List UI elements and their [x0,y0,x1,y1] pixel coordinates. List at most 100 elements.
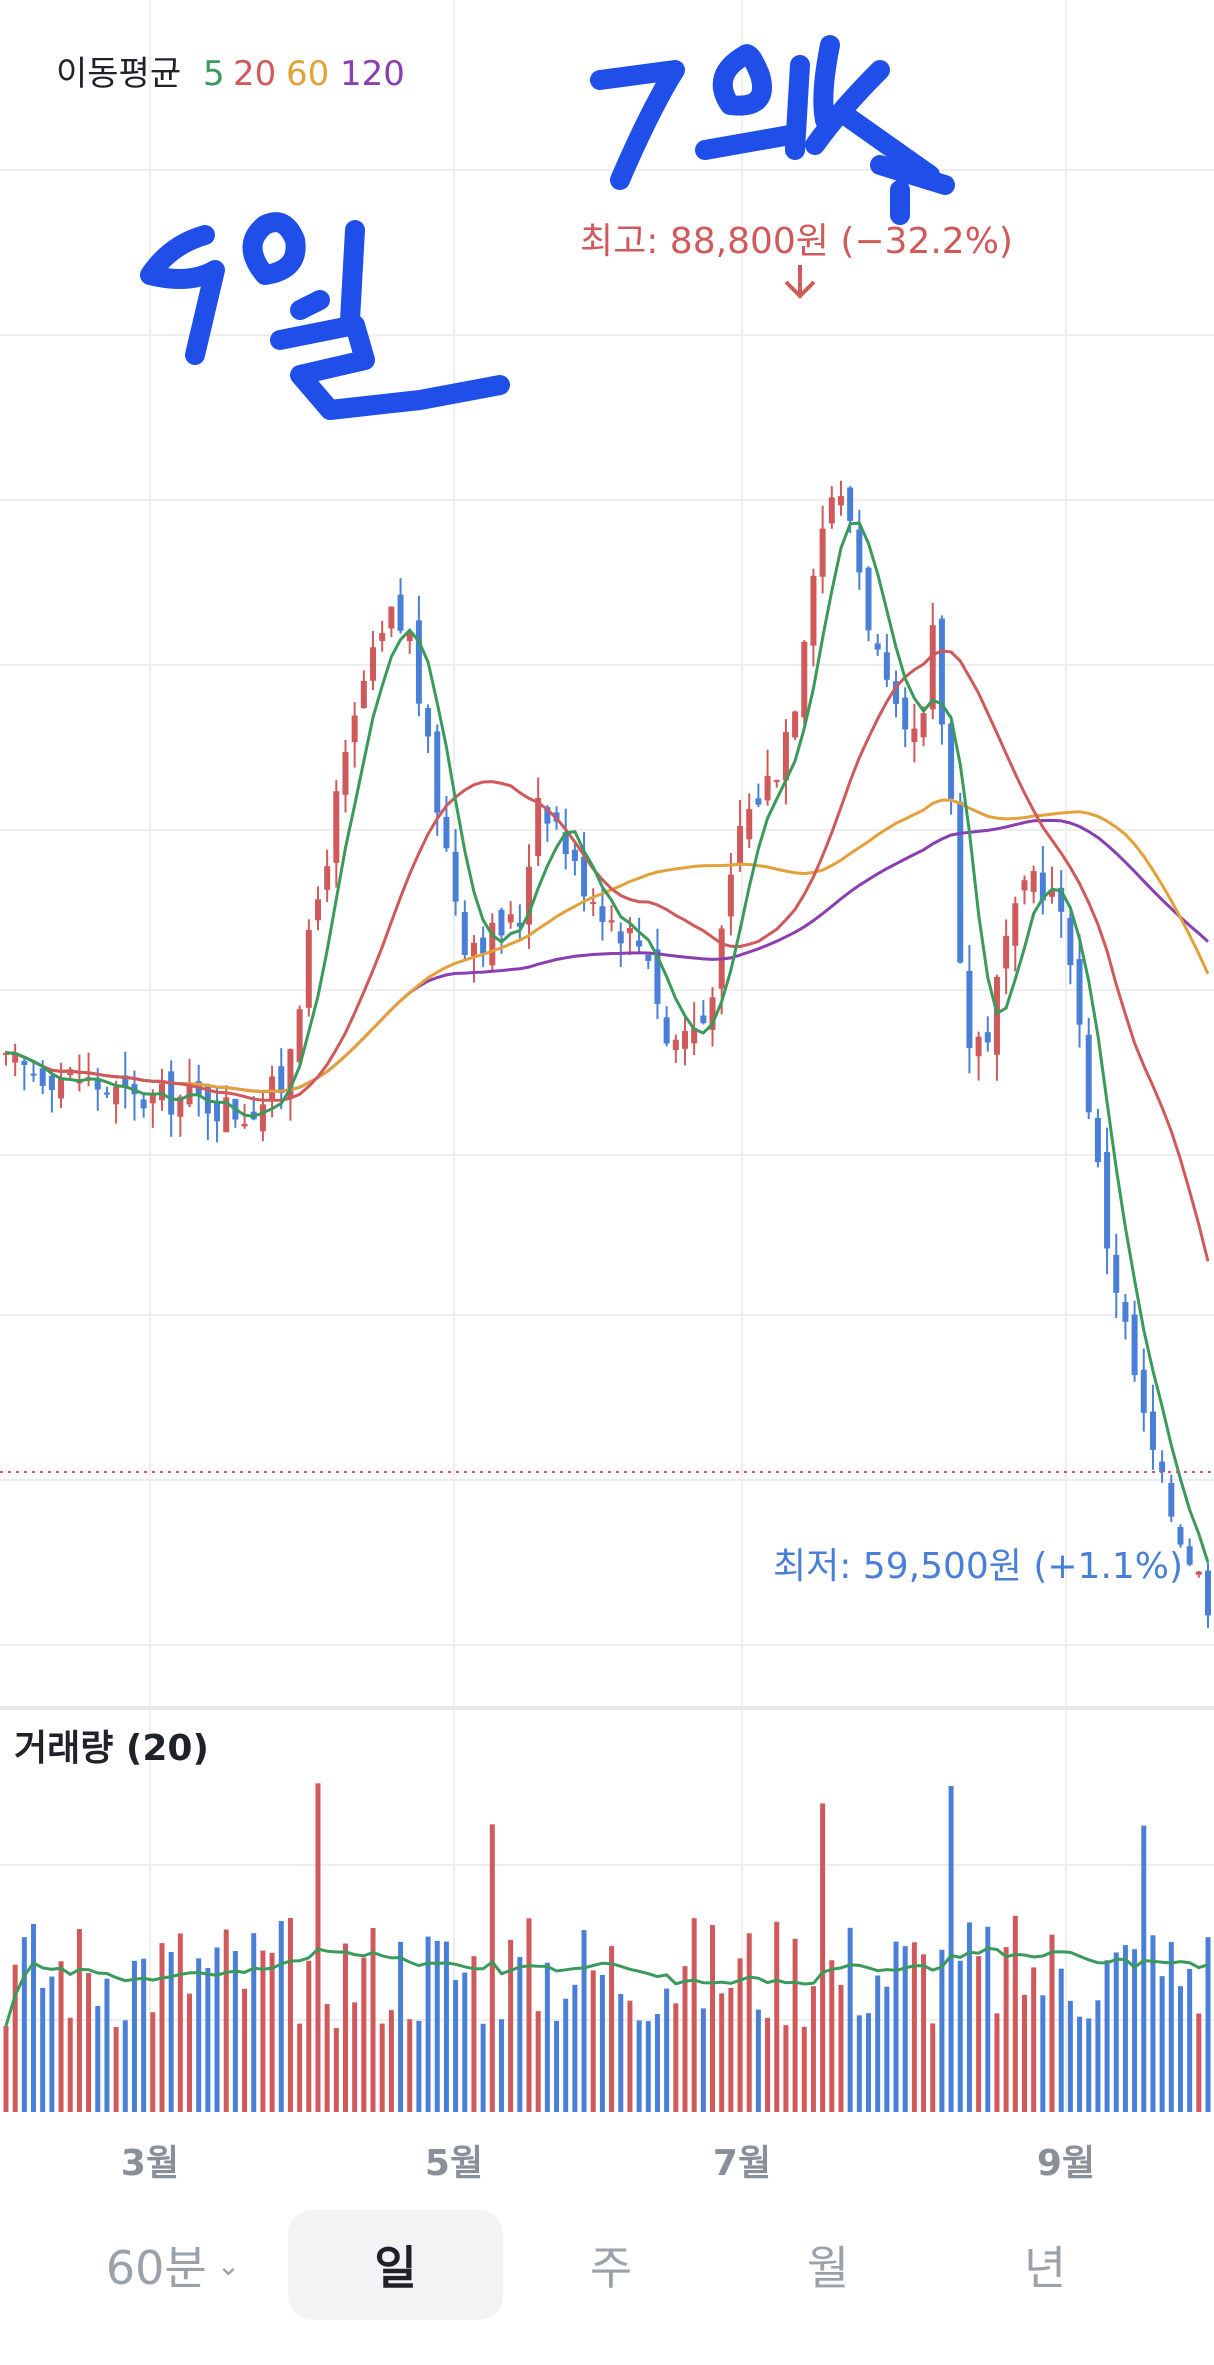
volume-label: 거래량 (20) [14,1728,209,1769]
volume-bar [471,1956,477,2112]
volume-bar [719,1993,725,2112]
month-label-3: 3월 [121,2143,179,2180]
volume-bar [324,2004,330,2112]
candle-body [113,1086,120,1105]
volume-bar [847,1927,853,2112]
candle-body [434,731,441,813]
candle-body [727,874,734,917]
candle-body [305,929,312,1008]
timeframe-week-label: 주 [589,2241,633,2295]
candle-body [388,606,395,629]
candle-body [1149,1411,1156,1450]
chevron-down-icon: ⌄ [216,2248,241,2282]
volume-bar [581,1930,587,2112]
candle-body [847,487,854,521]
candle-body [103,1092,110,1095]
volume-bar [398,1941,404,2112]
candle-body [1076,959,1083,1025]
candle-body [581,856,588,897]
volume-bar [710,1925,716,2112]
candle-body [489,922,496,966]
volume-ma-line [4,1946,1209,2027]
volume-bar [866,2013,872,2112]
candle-body [975,1036,982,1057]
candle-body [571,849,578,861]
candle-body [12,1053,19,1063]
candle-body [76,1081,83,1084]
candle-body [1067,917,1074,966]
volume-bar [113,2027,119,2112]
timeframe-day-label: 일 [374,2241,417,2295]
candle-body [1195,1571,1202,1575]
volume-bar [1003,1947,1009,2112]
candle-body [1186,1546,1193,1565]
candle-body [957,801,964,963]
candle-body [1094,1117,1101,1163]
candle-body [535,797,542,857]
timeframe-60min-label: 60분 [105,2241,207,2295]
candle-body [1012,903,1019,946]
high-price-annotation: 최고: 88,800원 (−32.2%) [580,221,1013,262]
volume-bar [67,2017,73,2112]
timeframe-month-label: 월 [806,2241,850,2295]
candle-body [526,866,533,925]
volume-bar [1122,1945,1128,2112]
candle-body [1131,1314,1138,1376]
candle-body [874,643,881,650]
candle-body [516,922,523,927]
volume-bar [287,1918,293,2112]
volume-bar [572,1984,578,2112]
candle-body [406,633,413,642]
candle-body [663,1017,670,1044]
timeframe-week[interactable]: 주 [551,2210,671,2320]
candle-body [893,681,900,704]
candle-body [58,1077,65,1099]
candle-body [856,529,863,573]
timeframe-month[interactable]: 월 [768,2210,888,2320]
volume-bar [765,2017,771,2112]
volume-bar [49,1976,55,2112]
volume-bar [177,1933,183,2112]
candle-body [654,949,661,1004]
timeframe-year[interactable]: 년 [985,2210,1105,2320]
volume-bar [535,2011,541,2112]
candle-body [1058,887,1065,912]
candle-body [737,826,744,865]
candle-body [920,713,927,738]
candle-body [700,1015,707,1024]
candle-body [1159,1461,1166,1473]
candle-body [452,851,459,902]
candle-body [48,1075,55,1090]
candle-body [122,1075,129,1087]
volume-bar [893,1941,899,2112]
volume-bar [599,1974,605,2112]
candle-body [140,1099,147,1109]
volume-bar [269,1952,275,2112]
volume-bar [1049,1934,1055,2112]
timeframe-60min[interactable]: 60분 ⌄ [88,2210,258,2320]
candle-body [425,707,432,737]
ma-legend-120: 120 [340,54,405,94]
volume-bar [1086,2018,1092,2112]
volume-bar [1012,1915,1018,2112]
candle-body [324,866,331,890]
month-label-9: 9월 [1037,2143,1095,2180]
volume-bar [1141,1825,1147,2112]
volume-bar [966,1922,972,2112]
volume-bar [278,1921,284,2112]
volume-bar [1095,2000,1101,2112]
candle-body [351,715,358,743]
candle-body [984,1032,991,1043]
timeframe-day[interactable]: 일 [288,2210,503,2320]
volume-bar [627,2000,633,2112]
candle-body [865,567,872,631]
volume-bar [425,1936,431,2112]
candle-body [681,1030,688,1049]
ma120-line [5,818,1210,1094]
volume-bar [1021,1994,1027,2112]
volume-bar [489,1824,495,2112]
volume-bar [370,1928,376,2112]
candle-body [287,1049,294,1099]
candle-body [1030,871,1037,892]
candle-body [177,1096,184,1117]
